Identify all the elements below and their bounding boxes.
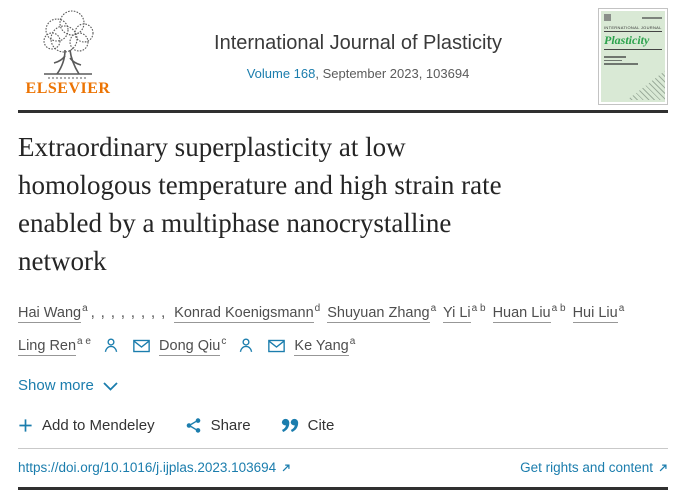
email-icon[interactable] (133, 339, 150, 353)
cover-mini-logo (604, 14, 611, 21)
header-divider (18, 110, 668, 113)
share-button[interactable]: Share (185, 417, 251, 434)
cover-kicker: INTERNATIONAL JOURNAL OF (604, 25, 662, 32)
author-link[interactable]: Huan Liua b (492, 303, 566, 323)
external-link-icon (281, 461, 291, 476)
add-to-mendeley-button[interactable]: Add to Mendeley (18, 417, 155, 434)
author-link[interactable]: Dong Qiuc (159, 336, 227, 356)
author-link[interactable]: Hui Liua (572, 303, 625, 323)
author-line-2: Ling Rena e Dong Qiuc Ke Yanga (18, 330, 668, 363)
plus-icon (19, 419, 32, 432)
elsevier-tree-icon (43, 10, 94, 79)
get-rights-text: Get rights and content (520, 460, 653, 475)
article-title-line: network (18, 246, 107, 276)
author-link[interactable]: Ling Rena e (18, 336, 91, 356)
get-rights-link[interactable]: Get rights and content (520, 460, 668, 476)
cover-hatch-pattern (627, 60, 665, 100)
journal-issue: Volume 168, September 2023, 103694 (118, 66, 598, 81)
volume-link[interactable]: Volume 168 (246, 66, 316, 81)
journal-header: ELSEVIER International Journal of Plasti… (0, 0, 686, 110)
cite-label: Cite (307, 417, 335, 434)
cite-quotes-icon (281, 418, 298, 433)
journal-cover-art: INTERNATIONAL JOURNAL OF Plasticity (601, 11, 665, 102)
share-icon (186, 418, 200, 433)
chevron-down-icon (103, 382, 118, 391)
author-link[interactable]: Konrad Koenigsmannd (174, 303, 321, 323)
cover-top-bar (642, 16, 662, 19)
cover-title: Plasticity (604, 33, 662, 50)
journal-cover-thumbnail[interactable]: INTERNATIONAL JOURNAL OF Plasticity (598, 8, 668, 105)
footer-divider (18, 448, 668, 449)
cover-top-row (604, 14, 662, 21)
elsevier-logo[interactable]: ELSEVIER (18, 8, 118, 98)
author-link[interactable]: Yi Lia b (442, 303, 486, 323)
footer-row: https://doi.org/10.1016/j.ijplas.2023.10… (18, 460, 668, 476)
author-link[interactable]: Hai Wanga (18, 303, 88, 323)
article-title-line: enabled by a multiphase nanocrystalline (18, 208, 452, 238)
cite-button[interactable]: Cite (281, 417, 335, 434)
add-to-mendeley-label: Add to Mendeley (42, 417, 155, 434)
journal-title[interactable]: International Journal of Plasticity (214, 32, 502, 54)
article-title-line: Extraordinary superplasticity at low (18, 132, 406, 162)
article-title: Extraordinary superplasticity at low hom… (18, 128, 668, 280)
doi-link[interactable]: https://doi.org/10.1016/j.ijplas.2023.10… (18, 460, 291, 476)
share-label: Share (210, 417, 251, 434)
author-link[interactable]: Ke Yanga (294, 336, 356, 356)
author-separators: , , , , , , , , (90, 305, 167, 321)
elsevier-wordmark: ELSEVIER (25, 80, 111, 97)
issue-info: , September 2023, 103694 (315, 66, 470, 81)
email-icon[interactable] (268, 339, 286, 353)
author-line-1: Hai Wanga, , , , , , , , Konrad Koenigsm… (18, 297, 668, 330)
bottom-divider (18, 487, 668, 490)
person-icon[interactable] (103, 337, 119, 353)
author-list: Hai Wanga, , , , , , , , Konrad Koenigsm… (18, 297, 668, 363)
action-bar: Add to Mendeley Share Cite (18, 417, 668, 434)
external-link-icon (658, 461, 668, 476)
cover-editor-lines (604, 56, 662, 65)
journal-info: International Journal of Plasticity Volu… (118, 8, 598, 81)
author-link[interactable]: Shuyuan Zhanga (327, 303, 437, 323)
show-more-label: Show more (18, 377, 94, 394)
show-more-button[interactable]: Show more (18, 377, 118, 394)
doi-text: https://doi.org/10.1016/j.ijplas.2023.10… (18, 460, 277, 475)
person-icon[interactable] (238, 337, 254, 353)
article-title-line: homologous temperature and high strain r… (18, 170, 502, 200)
